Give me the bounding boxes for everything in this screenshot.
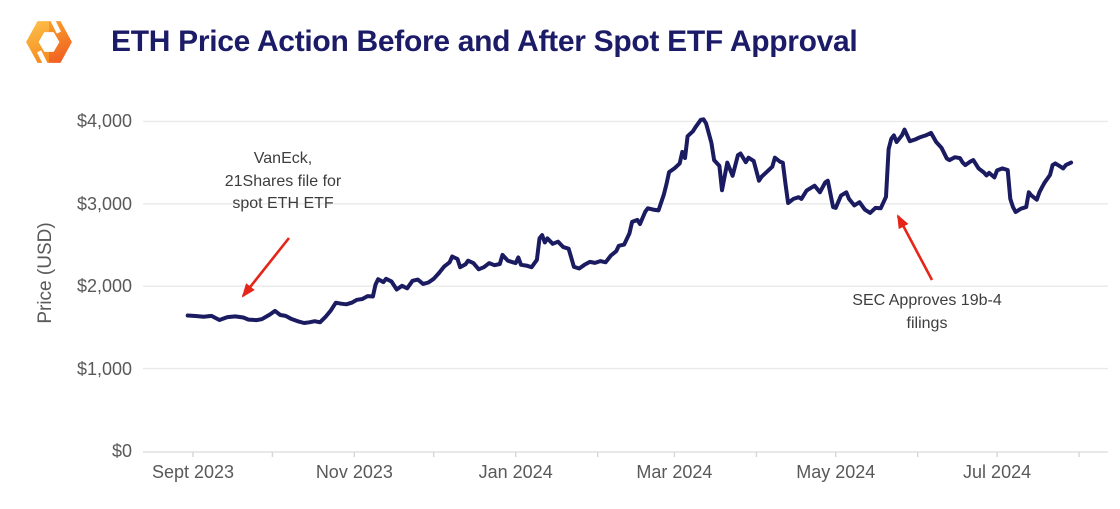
logo-bottom-gap [37,50,50,68]
logo-top-gap [48,16,61,34]
annotation-vaneck-filing: VanEck, 21Shares file for spot ETH ETF [224,150,342,213]
annotation-arrow [896,214,934,281]
annotation-arrows [241,214,934,298]
annotation-arrow [241,237,291,298]
annotation-sec-approval: SEC Approves 19b-4 filings [852,292,1002,332]
gridlines [143,120,1108,457]
price-line-series [185,117,1074,325]
chart-header: ETH Price Action Before and After Spot E… [24,16,858,68]
eth-price-line [185,117,1074,325]
chart-title: ETH Price Action Before and After Spot E… [111,25,858,58]
hexagon-brand-logo [26,16,72,68]
